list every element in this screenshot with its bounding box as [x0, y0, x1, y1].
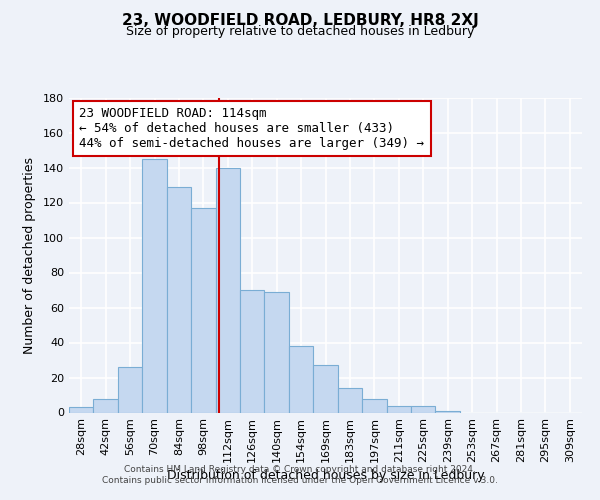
Bar [69, 407, 94, 412]
Text: 23 WOODFIELD ROAD: 114sqm
← 54% of detached houses are smaller (433)
44% of semi: 23 WOODFIELD ROAD: 114sqm ← 54% of detac… [79, 107, 424, 150]
Bar [411, 406, 436, 412]
Text: Contains HM Land Registry data © Crown copyright and database right 2024.: Contains HM Land Registry data © Crown c… [124, 465, 476, 474]
Bar [94, 398, 118, 412]
X-axis label: Distribution of detached houses by size in Ledbury: Distribution of detached houses by size … [167, 470, 484, 482]
Text: Size of property relative to detached houses in Ledbury: Size of property relative to detached ho… [126, 25, 474, 38]
Bar [118, 367, 142, 412]
Bar [240, 290, 265, 412]
Bar [167, 186, 191, 412]
Bar [289, 346, 313, 412]
Bar [338, 388, 362, 412]
Bar [436, 411, 460, 412]
Bar [191, 208, 215, 412]
Bar [362, 398, 386, 412]
Bar [215, 168, 240, 412]
Text: 23, WOODFIELD ROAD, LEDBURY, HR8 2XJ: 23, WOODFIELD ROAD, LEDBURY, HR8 2XJ [122, 12, 478, 28]
Bar [265, 292, 289, 412]
Bar [142, 159, 167, 412]
Text: Contains public sector information licensed under the Open Government Licence v.: Contains public sector information licen… [102, 476, 498, 485]
Bar [386, 406, 411, 412]
Y-axis label: Number of detached properties: Number of detached properties [23, 156, 36, 354]
Bar [313, 365, 338, 412]
